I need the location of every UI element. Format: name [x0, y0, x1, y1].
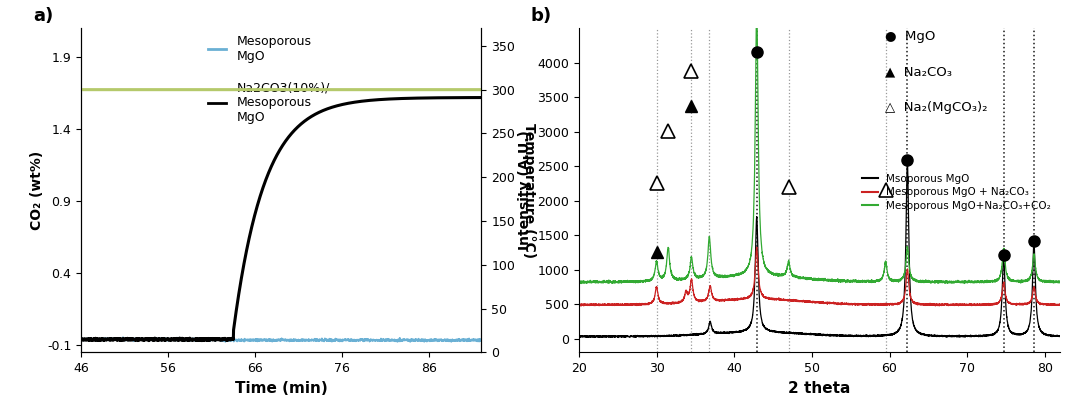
- X-axis label: 2 theta: 2 theta: [789, 381, 850, 396]
- Y-axis label: Intensity (A.U.): Intensity (A.U.): [517, 130, 531, 250]
- Y-axis label: Temperature (°C): Temperature (°C): [522, 123, 536, 258]
- Text: ●  MgO: ● MgO: [885, 30, 935, 43]
- X-axis label: Time (min): Time (min): [235, 381, 328, 396]
- Text: ▲  Na₂CO₃: ▲ Na₂CO₃: [885, 66, 951, 79]
- Text: △  Na₂(MgCO₃)₂: △ Na₂(MgCO₃)₂: [885, 101, 987, 114]
- Text: a): a): [34, 7, 53, 25]
- Text: b): b): [530, 7, 552, 25]
- Y-axis label: CO₂ (wt%): CO₂ (wt%): [30, 151, 44, 230]
- Legend: Msoporous MgO, Mesoporous MgO + Na₂CO₃, Mesoporous MgO+Na₂CO₃+CO₂: Msoporous MgO, Mesoporous MgO + Na₂CO₃, …: [858, 170, 1055, 215]
- Legend: Mesoporous
MgO, Na2CO3(10%)/
Mesoporous
MgO: Mesoporous MgO, Na2CO3(10%)/ Mesoporous …: [208, 34, 330, 124]
